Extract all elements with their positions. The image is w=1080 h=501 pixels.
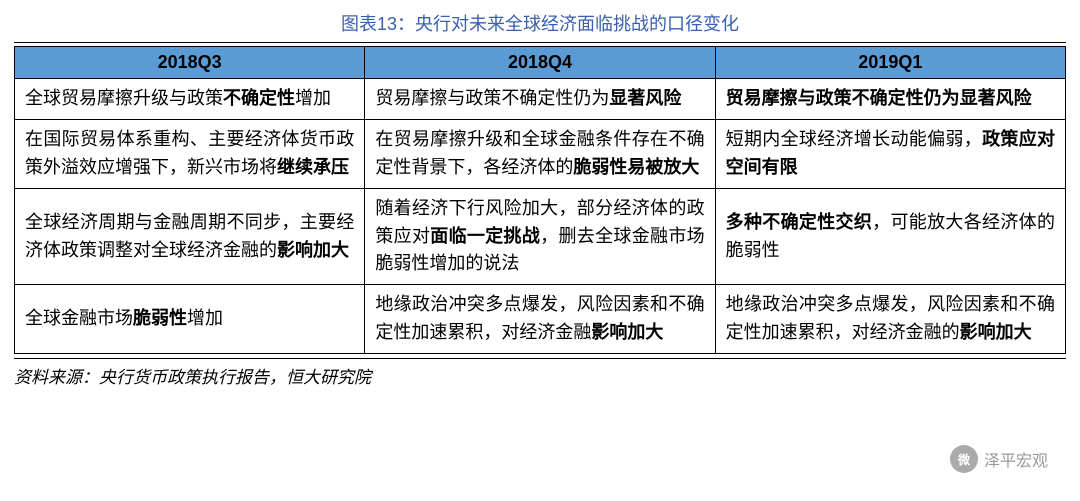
col-header-1: 2018Q3 xyxy=(15,47,365,79)
watermark: 微 泽平宏观 xyxy=(942,441,1056,477)
watermark-label: 泽平宏观 xyxy=(984,447,1048,471)
bold-text: 面临一定挑战 xyxy=(430,226,540,246)
col-header-3: 2019Q1 xyxy=(715,47,1065,79)
wechat-icon: 微 xyxy=(950,445,978,473)
table-cell: 地缘政治冲突多点爆发，风险因素和不确定性加速累积，对经济金融的影响加大 xyxy=(715,285,1065,354)
table-cell: 全球金融市场脆弱性增加 xyxy=(15,285,365,354)
table-cell: 随着经济下行风险加大，部分经济体的政策应对面临一定挑战，删去全球金融市场脆弱性增… xyxy=(365,188,715,285)
bold-text: 影响加大 xyxy=(591,322,663,342)
bold-text: 不确定性 xyxy=(223,88,295,108)
table-header-row: 2018Q3 2018Q4 2019Q1 xyxy=(15,47,1066,79)
bold-text: 多种不确定性交织 xyxy=(726,212,873,232)
chart-title: 图表13：央行对未来全球经济面临挑战的口径变化 xyxy=(14,6,1066,43)
table-cell: 全球贸易摩擦升级与政策不确定性增加 xyxy=(15,79,365,120)
bold-text: 影响加大 xyxy=(960,322,1032,342)
table-cell: 在贸易摩擦升级和全球金融条件存在不确定性背景下，各经济体的脆弱性易被放大 xyxy=(365,119,715,188)
bold-text: 脆弱性易被放大 xyxy=(573,157,699,177)
table-cell: 贸易摩擦与政策不确定性仍为显著风险 xyxy=(365,79,715,120)
col-header-2: 2018Q4 xyxy=(365,47,715,79)
bold-text: 脆弱性 xyxy=(133,308,187,328)
text: 增加 xyxy=(295,88,331,108)
main-table: 2018Q3 2018Q4 2019Q1 全球贸易摩擦升级与政策不确定性增加贸易… xyxy=(14,46,1066,354)
bold-text: 继续承压 xyxy=(277,157,349,177)
text: 贸易摩擦与政策不确定性仍为 xyxy=(375,88,609,108)
table-cell: 贸易摩擦与政策不确定性仍为显著风险 xyxy=(715,79,1065,120)
table-cell: 全球经济周期与金融周期不同步，主要经济体政策调整对全球经济金融的影响加大 xyxy=(15,188,365,285)
bold-text: 贸易摩擦与政策不确定性仍为显著风险 xyxy=(726,88,1032,108)
table-row: 全球贸易摩擦升级与政策不确定性增加贸易摩擦与政策不确定性仍为显著风险贸易摩擦与政… xyxy=(15,79,1066,120)
table-body: 全球贸易摩擦升级与政策不确定性增加贸易摩擦与政策不确定性仍为显著风险贸易摩擦与政… xyxy=(15,79,1066,354)
text: 增加 xyxy=(187,308,223,328)
table-cell: 多种不确定性交织，可能放大各经济体的脆弱性 xyxy=(715,188,1065,285)
text: 全球金融市场 xyxy=(25,308,133,328)
table-row: 全球金融市场脆弱性增加地缘政治冲突多点爆发，风险因素和不确定性加速累积，对经济金… xyxy=(15,285,1066,354)
table-cell: 地缘政治冲突多点爆发，风险因素和不确定性加速累积，对经济金融影响加大 xyxy=(365,285,715,354)
bold-text: 影响加大 xyxy=(277,240,349,260)
table-cell: 在国际贸易体系重构、主要经济体货币政策外溢效应增强下，新兴市场将继续承压 xyxy=(15,119,365,188)
source-text: 资料来源：央行货币政策执行报告，恒大研究院 xyxy=(14,363,1066,388)
table-cell: 短期内全球经济增长动能偏弱，政策应对空间有限 xyxy=(715,119,1065,188)
bold-text: 显著风险 xyxy=(609,88,681,108)
text: 短期内全球经济增长动能偏弱， xyxy=(726,129,982,149)
table-row: 在国际贸易体系重构、主要经济体货币政策外溢效应增强下，新兴市场将继续承压在贸易摩… xyxy=(15,119,1066,188)
text: 全球贸易摩擦升级与政策 xyxy=(25,88,223,108)
table-row: 全球经济周期与金融周期不同步，主要经济体政策调整对全球经济金融的影响加大随着经济… xyxy=(15,188,1066,285)
